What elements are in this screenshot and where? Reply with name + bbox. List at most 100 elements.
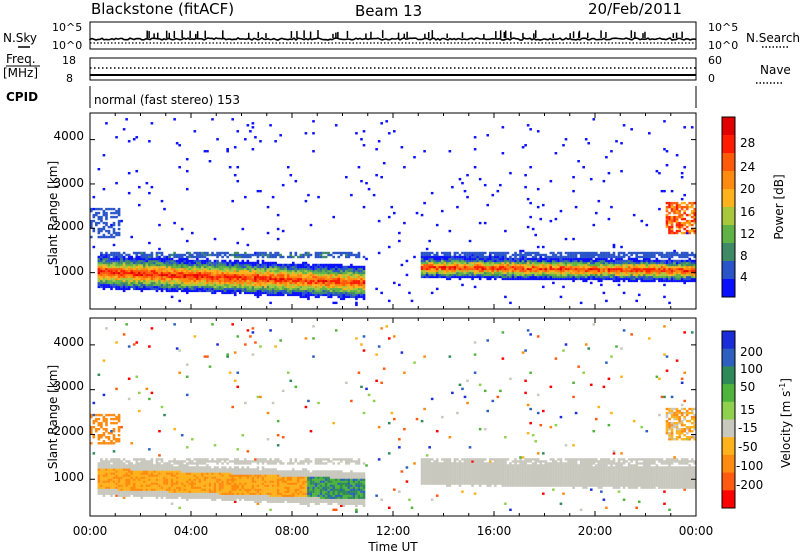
power-cell (506, 267, 510, 271)
power-cell (605, 257, 608, 261)
velocity-cell (153, 488, 156, 491)
power-cell (673, 269, 676, 273)
velocity-cell (198, 478, 202, 481)
power-cell (678, 265, 681, 269)
velocity-cell (135, 476, 139, 479)
power-cell (587, 271, 591, 275)
power-cell (642, 259, 646, 263)
power-cell (648, 265, 651, 269)
power-cell (678, 221, 681, 225)
power-cell (350, 263, 353, 267)
power-cell (675, 201, 679, 205)
power-cell (650, 255, 654, 259)
power-cell (299, 275, 303, 279)
power-cell (218, 263, 222, 267)
power-cell (448, 275, 452, 279)
power-cell (122, 263, 126, 267)
power-cell (193, 285, 197, 289)
power-cell (97, 283, 101, 287)
velocity-cell (90, 415, 93, 419)
power-cell (286, 165, 290, 169)
power-cell (524, 255, 527, 259)
power-cell (132, 279, 136, 283)
power-cell (670, 271, 674, 275)
power-cell (196, 271, 199, 275)
velocity-cell (155, 480, 159, 483)
power-cell (120, 257, 123, 261)
velocity-cell (112, 421, 116, 425)
velocity-cell (110, 472, 113, 475)
power-cell (206, 271, 209, 275)
power-cell (208, 277, 212, 281)
power-cell (302, 291, 305, 295)
velocity-cell (175, 474, 179, 477)
velocity-cell (150, 472, 154, 475)
power-cell (307, 255, 310, 259)
power-cell (322, 265, 325, 269)
power-cell (196, 283, 199, 287)
velocity-cell (173, 478, 176, 481)
velocity-cell (125, 492, 128, 495)
power-cell (562, 265, 565, 269)
power-cell (324, 293, 328, 297)
power-cell (294, 267, 298, 271)
power-cell (685, 229, 689, 233)
power-cell (587, 263, 591, 267)
velocity-cell (137, 458, 141, 461)
velocity-cell (160, 472, 164, 475)
power-cell (693, 213, 697, 217)
power-cell (158, 263, 161, 267)
power-cell (680, 223, 684, 227)
power-cell (627, 277, 631, 281)
power-cell (582, 267, 585, 271)
power-cell (632, 265, 636, 269)
power-cell (238, 267, 242, 271)
power-cell (236, 285, 240, 289)
power-cell (683, 211, 686, 215)
power-cell (365, 257, 368, 261)
power-cell (211, 269, 214, 273)
power-cell (269, 269, 272, 273)
power-cell (683, 205, 686, 209)
power-cell (569, 273, 573, 277)
velocity-cell (175, 478, 179, 481)
velocity-cell (105, 442, 108, 445)
power-cell (221, 255, 224, 259)
power-cell (352, 269, 356, 273)
power-cell (605, 156, 608, 159)
velocity-cell (122, 468, 126, 471)
power-cell (345, 285, 348, 289)
velocity-cell (150, 327, 154, 330)
velocity-cell (191, 480, 194, 483)
power-cell (304, 273, 308, 277)
power-cell (115, 273, 118, 277)
power-cell (148, 265, 151, 269)
power-cell (592, 263, 596, 267)
power-cell (673, 251, 676, 255)
power-cell (473, 275, 477, 279)
power-cell (524, 267, 527, 271)
power-cell (463, 259, 467, 263)
velocity-cell (203, 496, 207, 499)
velocity-cell (100, 462, 103, 465)
power-cell (178, 277, 181, 281)
power-cell (440, 261, 444, 265)
power-cell (488, 269, 492, 273)
power-cell (350, 285, 353, 289)
power-cell (529, 269, 532, 273)
power-cell (539, 217, 543, 221)
power-cell (102, 265, 106, 269)
velocity-cell (145, 492, 149, 495)
velocity-cell (198, 470, 202, 473)
nave-label: Nave (760, 63, 791, 77)
power-cell (117, 251, 121, 255)
power-cell (271, 283, 275, 287)
power-cell (299, 273, 303, 277)
power-cell (468, 255, 472, 259)
power-cell (100, 281, 103, 285)
power-cell (213, 269, 217, 273)
power-cell (549, 277, 553, 281)
power-cell (650, 265, 654, 269)
power-cell (488, 271, 492, 275)
power-cell (514, 269, 517, 273)
